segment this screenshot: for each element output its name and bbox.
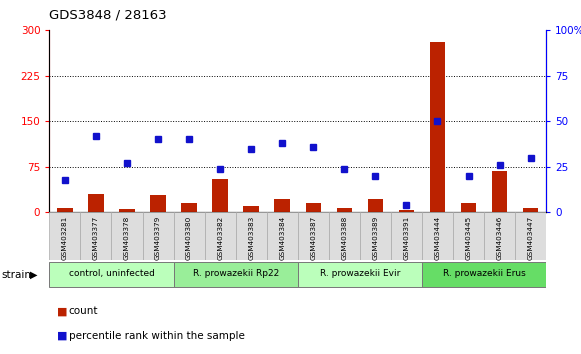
- Text: GSM403281: GSM403281: [62, 216, 68, 261]
- Text: R. prowazekii Evir: R. prowazekii Evir: [320, 269, 400, 278]
- Text: GSM403444: GSM403444: [435, 216, 440, 261]
- Bar: [297, 262, 422, 287]
- Bar: [297, 212, 329, 260]
- Bar: [267, 212, 297, 260]
- Text: R. prowazekii Erus: R. prowazekii Erus: [443, 269, 525, 278]
- Text: percentile rank within the sample: percentile rank within the sample: [69, 331, 245, 341]
- Text: GSM403388: GSM403388: [341, 216, 347, 261]
- Text: GSM403382: GSM403382: [217, 216, 223, 261]
- Text: count: count: [69, 306, 98, 316]
- Bar: [205, 212, 236, 260]
- Bar: [453, 212, 484, 260]
- Text: ■: ■: [57, 306, 67, 316]
- Text: GSM403377: GSM403377: [93, 216, 99, 261]
- Text: strain: strain: [1, 270, 31, 280]
- Bar: [243, 206, 259, 212]
- Bar: [430, 42, 445, 212]
- Text: GSM403378: GSM403378: [124, 216, 130, 261]
- Text: GDS3848 / 28163: GDS3848 / 28163: [49, 9, 167, 22]
- Bar: [119, 209, 135, 212]
- Text: GSM403389: GSM403389: [372, 216, 378, 261]
- Bar: [174, 262, 298, 287]
- Bar: [515, 212, 546, 260]
- Bar: [80, 212, 112, 260]
- Text: GSM403383: GSM403383: [248, 216, 254, 261]
- Bar: [236, 212, 267, 260]
- Bar: [112, 212, 142, 260]
- Bar: [461, 203, 476, 212]
- Text: ■: ■: [57, 331, 67, 341]
- Bar: [57, 207, 73, 212]
- Text: ▶: ▶: [30, 270, 38, 280]
- Bar: [523, 207, 539, 212]
- Bar: [88, 194, 104, 212]
- Bar: [306, 203, 321, 212]
- Bar: [399, 210, 414, 212]
- Bar: [368, 199, 383, 212]
- Text: GSM403391: GSM403391: [403, 216, 410, 261]
- Bar: [492, 171, 507, 212]
- Text: GSM403379: GSM403379: [155, 216, 161, 261]
- Bar: [274, 199, 290, 212]
- Bar: [49, 212, 80, 260]
- Bar: [174, 212, 205, 260]
- Text: GSM403384: GSM403384: [279, 216, 285, 261]
- Text: GSM403446: GSM403446: [497, 216, 503, 261]
- Text: R. prowazekii Rp22: R. prowazekii Rp22: [192, 269, 279, 278]
- Text: GSM403387: GSM403387: [310, 216, 316, 261]
- Text: GSM403447: GSM403447: [528, 216, 533, 261]
- Bar: [142, 212, 174, 260]
- Bar: [181, 203, 197, 212]
- Bar: [391, 212, 422, 260]
- Bar: [329, 212, 360, 260]
- Bar: [213, 179, 228, 212]
- Text: GSM403445: GSM403445: [465, 216, 472, 261]
- Text: GSM403380: GSM403380: [186, 216, 192, 261]
- Bar: [422, 262, 546, 287]
- Bar: [150, 195, 166, 212]
- Bar: [360, 212, 391, 260]
- Bar: [49, 262, 174, 287]
- Bar: [484, 212, 515, 260]
- Bar: [336, 208, 352, 212]
- Bar: [422, 212, 453, 260]
- Text: control, uninfected: control, uninfected: [69, 269, 155, 278]
